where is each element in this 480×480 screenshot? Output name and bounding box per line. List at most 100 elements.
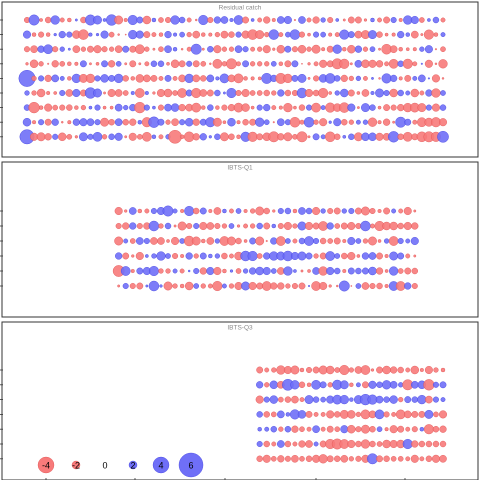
residual-bubble [144, 61, 150, 67]
residual-bubble [411, 426, 418, 433]
residual-bubble [397, 252, 405, 260]
residual-bubble [23, 30, 32, 39]
residual-bubble [74, 105, 79, 110]
residual-bubble [117, 33, 120, 36]
residual-bubble [336, 284, 339, 288]
residual-bubble [186, 17, 192, 23]
residual-bubble [243, 208, 248, 213]
residual-bubble [179, 134, 185, 140]
residual-bubble [291, 395, 299, 404]
residual-bubble [355, 411, 361, 418]
residual-bubble [420, 33, 424, 36]
residual-bubble [439, 118, 448, 127]
residual-bubble [123, 104, 129, 111]
residual-bubble [389, 425, 398, 434]
residual-bubble [115, 222, 122, 229]
residual-bubble [262, 45, 271, 54]
residual-bubble [219, 73, 230, 84]
residual-bubble [129, 60, 137, 68]
residual-bubble [206, 267, 215, 276]
residual-bubble [278, 105, 283, 110]
residual-bubble [347, 251, 356, 260]
residual-bubble [376, 381, 383, 388]
residual-bubble [334, 223, 341, 229]
residual-bubble [207, 104, 214, 111]
residual-bubble [213, 45, 222, 54]
residual-bubble [66, 104, 73, 111]
residual-bubble [327, 238, 333, 244]
residual-bubble [86, 118, 95, 126]
residual-bubble [398, 208, 404, 214]
residual-bubble [307, 32, 311, 37]
residual-bubble [424, 45, 433, 54]
residual-bubble [67, 17, 72, 23]
residual-bubble [413, 209, 417, 213]
residual-bubble [214, 89, 221, 97]
residual-bubble [334, 411, 341, 418]
residual-bubble [255, 117, 265, 127]
residual-bubble [296, 131, 308, 143]
residual-bubble [157, 237, 165, 245]
residual-bubble [320, 31, 326, 38]
residual-bubble [44, 103, 53, 112]
residual-bubble [284, 455, 291, 462]
residual-bubble [298, 381, 306, 388]
residual-bubble [186, 60, 193, 67]
residual-bubble [255, 395, 264, 404]
residual-bubble [382, 221, 391, 231]
residual-bubble [306, 426, 312, 432]
residual-bubble [276, 236, 286, 246]
residual-bubble [277, 282, 285, 290]
residual-bubble [108, 75, 116, 82]
residual-bubble [242, 16, 249, 24]
residual-bubble [228, 31, 235, 38]
residual-bubble [199, 207, 207, 215]
residual-bubble [135, 44, 145, 55]
residual-bubble [72, 88, 81, 97]
residual-bubble [419, 17, 425, 23]
residual-bubble [256, 441, 263, 448]
residual-bubble [425, 395, 433, 404]
residual-bubble [199, 252, 207, 260]
residual-bubble [398, 397, 404, 403]
residual-bubble [59, 46, 65, 52]
residual-bubble [349, 397, 354, 402]
residual-bubble [207, 46, 214, 53]
residual-bubble [299, 367, 305, 373]
panel-title: IBTS-Q1 [227, 165, 253, 172]
residual-bubble [123, 18, 128, 23]
residual-bubble [163, 88, 173, 98]
residual-bubble [410, 88, 419, 98]
residual-bubble [334, 253, 341, 259]
residual-bubble [215, 76, 220, 81]
residual-bubble [439, 454, 447, 463]
residual-bubble [102, 18, 107, 22]
residual-bubble [405, 253, 411, 259]
residual-bubble [79, 132, 88, 142]
residual-bubble [180, 208, 185, 213]
residual-bubble [129, 222, 137, 230]
panel-1: Residual catch [0, 1, 479, 158]
residual-bubble [135, 30, 144, 39]
residual-bubble [214, 238, 220, 244]
residual-bubble [320, 426, 326, 432]
residual-bubble [354, 60, 363, 68]
residual-bubble [114, 15, 124, 25]
residual-bubble [103, 91, 106, 95]
residual-bubble [256, 455, 263, 462]
residual-bubble [226, 58, 237, 70]
residual-bubble [338, 280, 350, 292]
residual-bubble [418, 440, 426, 448]
residual-bubble [291, 425, 299, 433]
residual-bubble [313, 253, 319, 259]
residual-bubble [292, 441, 298, 447]
residual-bubble [311, 379, 321, 390]
legend-bubble [128, 460, 138, 470]
residual-bubble [94, 119, 101, 126]
residual-bubble [328, 32, 333, 37]
residual-bubble [222, 208, 227, 214]
residual-bubble [180, 48, 184, 51]
residual-bubble [278, 426, 284, 432]
residual-bubble [44, 16, 52, 24]
